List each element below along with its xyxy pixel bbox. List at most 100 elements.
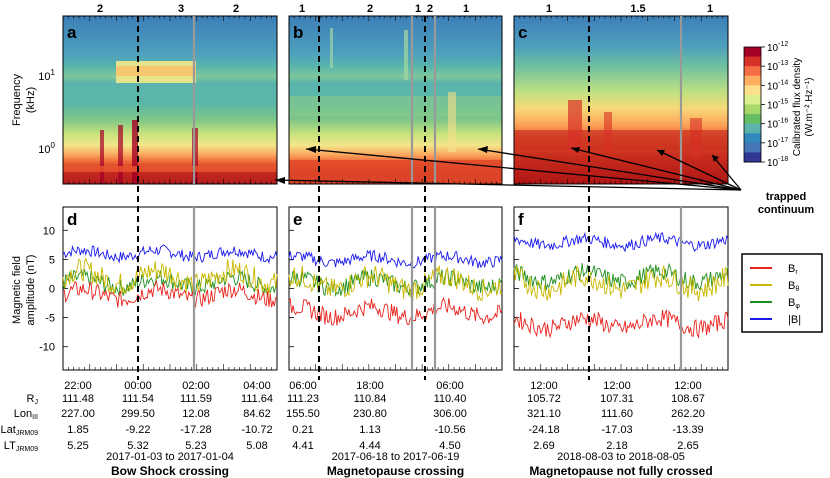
- colorbar-tick-label: 10-14: [767, 79, 788, 92]
- time-tick-label: 12:00: [674, 380, 702, 392]
- row-label-rj: RJ: [27, 393, 38, 406]
- row-label-lt: LTJRM09: [4, 440, 38, 453]
- time-tick-label: 12:00: [603, 380, 631, 392]
- spectrogram-panel-c: [514, 16, 728, 184]
- rj-value: 111.48: [62, 393, 94, 405]
- trapped-continuum-annotation: trapped continuum: [274, 146, 814, 216]
- time-tick-label: 12:00: [530, 380, 558, 392]
- region-label: 3: [178, 3, 184, 15]
- colorbar-label-line1: Calibrated flux density: [792, 58, 803, 156]
- date-range: 2017-06-18 to 2017-06-19: [332, 451, 460, 463]
- lt-value: 2.69: [533, 440, 554, 452]
- spectrogram-frames: [62, 15, 729, 185]
- colorbar-tick-label: 10-15: [767, 99, 788, 112]
- lt-value: 5.23: [185, 440, 206, 452]
- svg-text:Magnetic field: Magnetic field: [11, 256, 23, 324]
- region-label: 1.5: [630, 3, 645, 15]
- trace-B-magnitude: [62, 244, 278, 265]
- panel-letters: a d b e c f: [67, 23, 527, 229]
- legend-label: |B|: [788, 314, 801, 326]
- region-label: 2: [367, 3, 373, 15]
- lat-value: 1.85: [67, 424, 88, 436]
- colorbar-cell: [744, 47, 761, 58]
- lon-value: 12.08: [182, 408, 210, 420]
- magnetic-field-panels: 10 5 0 -5 -10: [39, 206, 729, 371]
- trace-B-magnitude: [288, 249, 503, 269]
- row-label-lon: LonIII: [14, 408, 38, 421]
- trace-B-r: [62, 279, 278, 310]
- legend-label: Br: [788, 263, 798, 276]
- region-label: 2: [233, 3, 239, 15]
- legend-label: Bθ: [788, 280, 799, 293]
- spectrogram-ytick-1: 101: [38, 68, 55, 83]
- spectrogram-panel-b: [289, 16, 502, 184]
- event-label: Bow Shock crossing: [111, 464, 229, 478]
- region-label: 1: [707, 3, 713, 15]
- lon-value: 111.60: [601, 408, 633, 420]
- lat-value: 0.21: [292, 424, 313, 436]
- spectrogram-ylabel-line2: (kHz): [25, 87, 37, 113]
- crossing-markers: [137, 16, 683, 380]
- svg-text:Frequency: Frequency: [11, 74, 23, 126]
- colorbar: 10-12 10-13 10-14 10-15 10-16 10-17 10-18 Cali…: [743, 41, 815, 169]
- region-label: 1: [299, 3, 305, 15]
- colorbar-tick-label: 10-16: [767, 118, 788, 131]
- region-label: 1: [546, 3, 552, 15]
- lat-value: 1.13: [359, 424, 380, 436]
- rj-value: 111.23: [287, 393, 319, 405]
- date-range: 2017-01-03 to 2017-01-04: [106, 451, 234, 463]
- region-label: 2: [97, 3, 103, 15]
- trace-B-phi: [62, 268, 278, 297]
- time-tick-label: 04:00: [243, 380, 271, 392]
- panel-letter-a: a: [67, 23, 77, 42]
- colorbar-cell: [744, 56, 761, 67]
- event-label: Magnetopause crossing: [327, 464, 464, 478]
- colorbar-cell: [744, 85, 761, 96]
- lon-value: 230.80: [353, 408, 387, 420]
- panel-letter-b: b: [293, 23, 303, 42]
- lt-value: 2.65: [677, 440, 698, 452]
- colorbar-tick-label: 10-18: [767, 156, 788, 169]
- mag-ytick-label: 10: [43, 225, 55, 237]
- lon-value: 262.20: [671, 408, 705, 420]
- colorbar-cell: [744, 104, 761, 115]
- time-tick-label: 00:00: [124, 380, 152, 392]
- rj-value: 108.67: [671, 393, 705, 405]
- lat-value: -10.72: [241, 424, 272, 436]
- trace-B-theta: [513, 265, 729, 302]
- rj-value: 105.72: [527, 393, 561, 405]
- time-tick-label: 02:00: [182, 380, 210, 392]
- mag-ylabel-line2: amplitude (nT): [25, 255, 37, 326]
- mag-ylabel-line1: Magnetic field: [11, 256, 23, 324]
- trace-B-phi: [513, 262, 729, 291]
- colorbar-tick-label: 10-12: [767, 41, 788, 54]
- lon-value: 155.50: [286, 408, 320, 420]
- lt-value: 5.25: [67, 440, 88, 452]
- lt-value: 4.50: [439, 440, 460, 452]
- date-range: 2018-08-03 to 2018-08-05: [557, 451, 685, 463]
- colorbar-tick-label: 10-13: [767, 60, 788, 73]
- trace-B-r: [288, 297, 503, 326]
- time-tick-label: 06:00: [436, 380, 464, 392]
- lt-value: 5.32: [127, 440, 148, 452]
- time-tick-label: 22:00: [64, 380, 92, 392]
- event-label: Magnetopause not fully crossed: [529, 464, 712, 478]
- lt-value: 4.44: [359, 440, 380, 452]
- panel-letter-c: c: [518, 23, 527, 42]
- lat-value: -17.03: [601, 424, 632, 436]
- annotation-line1: trapped: [766, 191, 806, 203]
- rj-value: 111.54: [122, 393, 154, 405]
- time-tick-label: 06:00: [289, 380, 317, 392]
- lat-value: -10.56: [434, 424, 465, 436]
- trace-B-theta: [62, 257, 278, 296]
- region-label: 1: [463, 3, 469, 15]
- colorbar-cell: [744, 75, 761, 86]
- lon-value: 227.00: [61, 408, 95, 420]
- lat-value: -9.22: [125, 424, 150, 436]
- mag-ytick-label: 5: [49, 254, 55, 266]
- magnetic-field-y-axis: Magnetic field amplitude (nT): [11, 255, 37, 326]
- lon-value: 321.10: [527, 408, 561, 420]
- trace-B-magnitude: [513, 231, 729, 253]
- lt-value: 5.08: [246, 440, 267, 452]
